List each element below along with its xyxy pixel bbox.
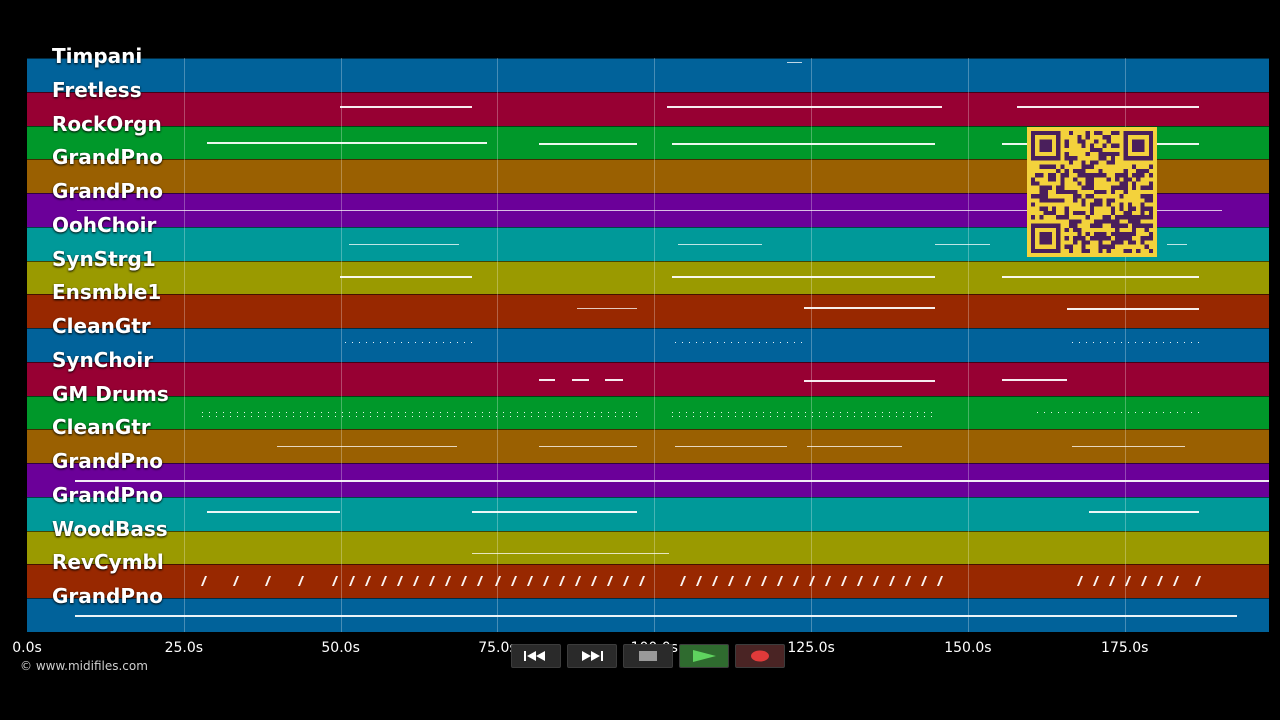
note-segment: [202, 411, 637, 413]
track-label: Timpani: [52, 44, 143, 68]
stop-icon: [639, 651, 657, 661]
track-label: OohChoir: [52, 212, 157, 237]
note-segment: [539, 446, 637, 448]
rewind-icon: [524, 651, 545, 661]
note-segment: [340, 105, 472, 108]
track-label: CleanGtr: [52, 415, 151, 440]
note-segment: [807, 446, 902, 448]
time-tick-label: 0.0s: [12, 640, 42, 656]
note-segment: [1167, 243, 1187, 245]
note-segment: [1017, 105, 1199, 108]
note-segment: [678, 243, 762, 245]
track-label: WoodBass: [52, 516, 168, 541]
play-icon: [693, 650, 716, 662]
stop-button[interactable]: [623, 644, 673, 668]
note-segment: [77, 209, 1222, 211]
track-lane[interactable]: [27, 361, 1269, 396]
time-tick-label: 75.0s: [478, 640, 517, 656]
note-segment: [345, 342, 472, 343]
note-segment: [935, 243, 990, 245]
record-icon: [751, 650, 769, 662]
note-segment: [472, 510, 637, 513]
note-segment: [1002, 276, 1199, 279]
track-lane[interactable]: [27, 429, 1269, 464]
note-segment: [672, 411, 935, 413]
note-segment: [75, 615, 1237, 618]
playback-controls: [511, 644, 785, 670]
track-lane[interactable]: [27, 294, 1269, 329]
play-button[interactable]: [679, 644, 729, 668]
grid-line: [811, 58, 813, 632]
track-lane[interactable]: [27, 395, 1269, 430]
track-lane[interactable]: [27, 91, 1269, 126]
rewind-button[interactable]: [511, 644, 561, 668]
track-lane[interactable]: [27, 328, 1269, 362]
grid-line: [1124, 58, 1126, 632]
time-tick-label: 25.0s: [164, 640, 204, 656]
note-segment: [1002, 378, 1067, 381]
note-segment: [804, 379, 935, 382]
note-segment: [667, 105, 942, 108]
note-segment: [202, 415, 637, 417]
grid-line: [340, 58, 342, 632]
track-label: GM Drums: [52, 381, 169, 406]
note-segment: [572, 378, 589, 381]
fast-forward-button[interactable]: [567, 644, 617, 668]
note-segment: [539, 143, 637, 146]
note-segment: [577, 308, 637, 310]
track-label: Fretless: [52, 77, 142, 102]
note-segment: [672, 276, 935, 279]
fast-forward-icon: [582, 651, 603, 661]
track-label: SynStrg1: [52, 246, 156, 271]
note-segment: [1089, 510, 1199, 513]
track-label: GrandPno: [52, 145, 163, 170]
note-segment: [672, 143, 935, 146]
track-lane[interactable]: [27, 496, 1269, 531]
time-tick-label: 175.0s: [1101, 640, 1149, 656]
track-label: CleanGtr: [52, 314, 151, 339]
note-segment: [1067, 308, 1199, 311]
note-segment: [804, 307, 935, 310]
track-label: SynChoir: [52, 347, 154, 372]
time-tick-label: 125.0s: [787, 640, 835, 656]
track-lane[interactable]: [27, 530, 1269, 565]
track-label: GrandPno: [52, 449, 163, 474]
track-label: Ensmble1: [52, 280, 162, 305]
note-segment: [605, 378, 623, 381]
track-label: RockOrgn: [52, 111, 162, 136]
note-segment: [1072, 342, 1199, 343]
time-tick-label: 50.0s: [321, 640, 360, 656]
copyright-text: © www.midifiles.com: [20, 659, 148, 673]
note-segment: [1037, 411, 1199, 413]
time-tick-label: 150.0s: [944, 640, 992, 656]
track-label: GrandPno: [52, 584, 163, 609]
grid-line: [497, 58, 499, 632]
track-label: GrandPno: [52, 179, 163, 204]
note-segment: [349, 243, 459, 245]
note-segment: [75, 480, 1269, 483]
note-segment: [672, 415, 935, 417]
grid-line: [183, 58, 185, 632]
note-segment: [675, 342, 802, 343]
note-segment: [539, 378, 555, 381]
record-button[interactable]: [735, 644, 785, 668]
note-segment: [787, 61, 802, 63]
note-segment: [207, 142, 487, 145]
note-segment: [675, 446, 787, 448]
track-lane[interactable]: [27, 564, 1269, 599]
track-label: RevCymbl: [52, 550, 164, 575]
note-segment: [1072, 446, 1185, 448]
note-segment: [340, 276, 472, 279]
note-segment: [207, 510, 340, 513]
qr-code-icon: [1027, 127, 1157, 257]
note-segment: [277, 446, 457, 448]
track-label: GrandPno: [52, 482, 163, 507]
grid-line: [967, 58, 969, 632]
note-segment: [472, 552, 669, 554]
grid-line: [654, 58, 656, 632]
track-lane[interactable]: [27, 58, 1269, 92]
